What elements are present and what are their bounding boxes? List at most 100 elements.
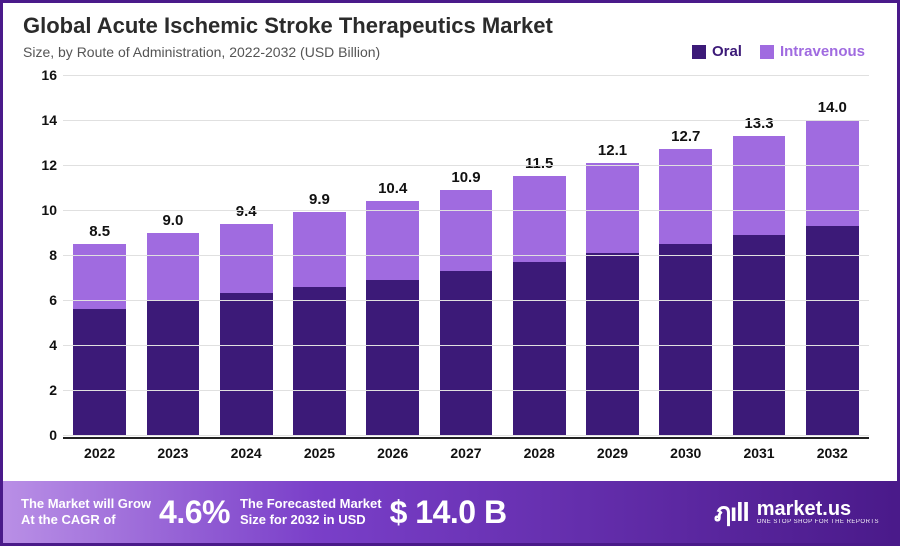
bar-stack	[73, 244, 126, 435]
forecast-label-line2: Size for 2032 in USD	[240, 512, 382, 528]
gridline	[63, 165, 869, 166]
x-tick-label: 2025	[283, 439, 356, 463]
y-tick-label: 2	[27, 382, 57, 398]
chart-title: Global Acute Ischemic Stroke Therapeutic…	[23, 13, 877, 39]
bar-total-label: 9.4	[236, 203, 257, 220]
bar-segment-oral	[586, 253, 639, 435]
gridline	[63, 75, 869, 76]
x-tick-label: 2030	[649, 439, 722, 463]
bar-segment-oral	[733, 235, 786, 435]
cagr-label-line2: At the CAGR of	[21, 512, 151, 528]
y-tick-label: 8	[27, 247, 57, 263]
x-tick-label: 2027	[429, 439, 502, 463]
forecast-block: The Forecasted Market Size for 2032 in U…	[240, 494, 507, 531]
legend-label: Intravenous	[780, 43, 865, 60]
forecast-label: The Forecasted Market Size for 2032 in U…	[240, 496, 382, 529]
bar-total-label: 13.3	[744, 115, 773, 132]
footer-banner: The Market will Grow At the CAGR of 4.6%…	[3, 481, 897, 543]
x-tick-label: 2028	[503, 439, 576, 463]
gridline	[63, 255, 869, 256]
legend-swatch	[760, 45, 774, 59]
x-tick-label: 2023	[136, 439, 209, 463]
bar-total-label: 9.0	[162, 212, 183, 229]
bar-stack	[806, 120, 859, 435]
y-tick-label: 4	[27, 337, 57, 353]
bar-segment-oral	[440, 271, 493, 435]
bar-total-label: 14.0	[818, 99, 847, 116]
y-tick-label: 16	[27, 67, 57, 83]
subtitle-row: Size, by Route of Administration, 2022-2…	[23, 43, 877, 60]
bar-total-label: 12.7	[671, 128, 700, 145]
plot-area: 8.5 9.0 9.4 9.9 10.4 10.9 11.5 12.1 12.7 13.3 14.0…	[63, 75, 869, 435]
legend-swatch	[692, 45, 706, 59]
bar-segment-oral	[659, 244, 712, 435]
y-tick-label: 10	[27, 202, 57, 218]
x-tick-label: 2024	[210, 439, 283, 463]
bar-stack	[366, 201, 419, 435]
gridline	[63, 390, 869, 391]
bar-segment-intravenous	[586, 163, 639, 253]
bar-segment-intravenous	[220, 224, 273, 294]
legend-label: Oral	[712, 43, 742, 60]
gridline	[63, 300, 869, 301]
x-tick-label: 2029	[576, 439, 649, 463]
x-tick-label: 2032	[796, 439, 869, 463]
bar-stack	[586, 163, 639, 435]
y-tick-label: 6	[27, 292, 57, 308]
logo-text-wrap: market.us ONE STOP SHOP FOR THE REPORTS	[757, 499, 879, 525]
bar-stack	[147, 233, 200, 436]
bar-segment-intravenous	[440, 190, 493, 271]
cagr-label-line1: The Market will Grow	[21, 496, 151, 512]
x-axis: 2022202320242025202620272028202920302031…	[63, 437, 869, 463]
bar-total-label: 8.5	[89, 223, 110, 240]
legend: Oral Intravenous	[692, 43, 877, 60]
bar-segment-oral	[147, 300, 200, 435]
bar-segment-oral	[293, 287, 346, 436]
bar-total-label: 10.4	[378, 180, 407, 197]
y-tick-label: 14	[27, 112, 57, 128]
chart-card: Global Acute Ischemic Stroke Therapeutic…	[0, 0, 900, 546]
cagr-label: The Market will Grow At the CAGR of	[21, 496, 151, 529]
header: Global Acute Ischemic Stroke Therapeutic…	[3, 3, 897, 60]
bar-segment-oral	[366, 280, 419, 435]
cagr-block: The Market will Grow At the CAGR of 4.6%	[21, 494, 230, 531]
bar-segment-intravenous	[293, 212, 346, 286]
logo-text: market.us	[757, 499, 879, 519]
bar-segment-oral	[513, 262, 566, 435]
bar-total-label: 11.5	[525, 155, 553, 172]
bar-segment-intravenous	[366, 201, 419, 280]
bar-total-label: 10.9	[451, 169, 480, 186]
logo-mark-icon: ฦıll	[714, 492, 749, 533]
bar-total-label: 12.1	[598, 142, 627, 159]
gridline	[63, 345, 869, 346]
bar-stack	[659, 149, 712, 435]
bar-stack	[513, 176, 566, 435]
x-tick-label: 2031	[722, 439, 795, 463]
x-tick-label: 2026	[356, 439, 429, 463]
cagr-value: 4.6%	[159, 494, 230, 531]
logo-tagline: ONE STOP SHOP FOR THE REPORTS	[757, 519, 879, 525]
forecast-value: $ 14.0 B	[390, 494, 507, 531]
legend-item: Intravenous	[760, 43, 865, 60]
gridline	[63, 120, 869, 121]
bar-segment-intravenous	[147, 233, 200, 301]
legend-item: Oral	[692, 43, 742, 60]
bar-stack	[293, 212, 346, 435]
bar-segment-oral	[220, 293, 273, 435]
gridline	[63, 435, 869, 436]
chart-subtitle: Size, by Route of Administration, 2022-2…	[23, 44, 380, 60]
bar-segment-intravenous	[659, 149, 712, 244]
bar-segment-oral	[806, 226, 859, 435]
forecast-label-line1: The Forecasted Market	[240, 496, 382, 512]
y-tick-label: 12	[27, 157, 57, 173]
y-tick-label: 0	[27, 427, 57, 443]
bar-total-label: 9.9	[309, 191, 330, 208]
brand-logo: ฦıll market.us ONE STOP SHOP FOR THE REP…	[714, 492, 879, 533]
bar-segment-oral	[73, 309, 126, 435]
gridline	[63, 210, 869, 211]
bar-segment-intravenous	[733, 136, 786, 235]
chart-area: 8.5 9.0 9.4 9.9 10.4 10.9 11.5 12.1 12.7 13.3 14.0…	[23, 75, 877, 463]
x-tick-label: 2022	[63, 439, 136, 463]
bar-stack	[440, 190, 493, 435]
bar-segment-intravenous	[513, 176, 566, 262]
